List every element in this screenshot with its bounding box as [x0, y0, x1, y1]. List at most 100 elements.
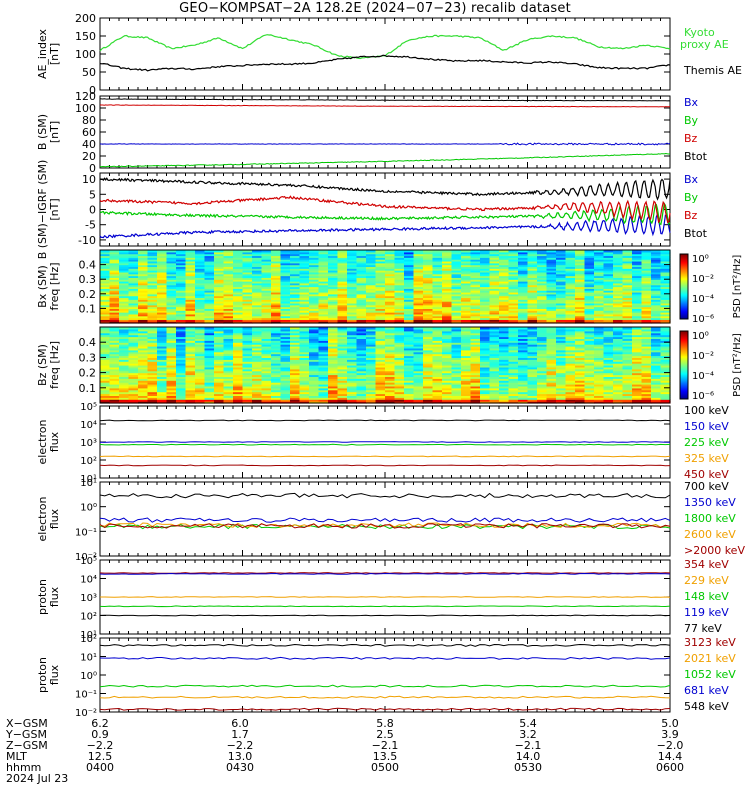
spectrogram-cell: [337, 349, 348, 353]
spectrogram-cell: [584, 277, 595, 280]
spectrogram-cell: [128, 313, 139, 317]
spectrogram-cell: [603, 284, 614, 288]
spectrogram-cell: [100, 273, 111, 277]
spectrogram-cell: [404, 297, 415, 300]
spectrogram-cell: [480, 277, 491, 280]
spectrogram-cell: [480, 353, 491, 357]
spectrogram-cell: [356, 385, 367, 389]
spectrogram-cell: [176, 262, 187, 266]
spectrogram-cell: [233, 340, 244, 343]
spectrogram-cell: [632, 310, 643, 313]
spectrogram-cell: [214, 297, 225, 300]
spectrogram-cell: [280, 310, 291, 313]
spectrogram-cell: [271, 395, 282, 398]
spectrogram-cell: [347, 342, 358, 345]
spectrogram-cell: [432, 304, 443, 308]
spectrogram-cell: [375, 259, 386, 262]
spectrogram-cell: [195, 378, 206, 381]
spectrogram-cell: [413, 338, 424, 341]
spectrogram-cell: [394, 297, 405, 300]
spectrogram-cell: [347, 363, 358, 366]
spectrogram-cell: [280, 382, 291, 385]
spectrogram-cell: [166, 260, 177, 264]
spectrogram-cell: [565, 275, 576, 278]
spectrogram-cell: [119, 393, 130, 396]
spectrogram-cell: [366, 273, 377, 277]
spectrogram-cell: [527, 282, 538, 286]
spectrogram-cell: [413, 382, 424, 385]
spectrogram-cell: [432, 376, 443, 379]
spectrogram-cell: [299, 288, 310, 291]
spectrogram-cell: [470, 304, 481, 308]
spectrogram-cell: [366, 257, 377, 260]
spectrogram-cell: [309, 291, 320, 295]
spectrogram-cell: [233, 349, 244, 353]
spectrogram-cell: [223, 378, 234, 381]
spectrogram-cell: [271, 365, 282, 368]
spectrogram-cell: [518, 327, 529, 330]
spectrogram-cell: [584, 308, 595, 311]
spectrogram-cell: [185, 393, 196, 396]
spectrogram-cell: [328, 273, 339, 277]
spectrogram-cell: [100, 344, 111, 347]
spectrogram-cell: [470, 297, 481, 300]
spectrogram-cell: [347, 284, 358, 288]
spectrogram-cell: [318, 365, 329, 368]
spectrogram-cell: [147, 346, 158, 349]
spectrogram-cell: [242, 270, 253, 273]
spectrogram-cell: [385, 273, 396, 277]
spectrogram-cell: [451, 279, 462, 282]
spectrogram-cell: [176, 328, 187, 332]
spectrogram-cell: [442, 264, 453, 268]
spectrogram-cell: [451, 384, 462, 387]
spectrogram-cell: [271, 277, 282, 280]
spectrogram-cell: [271, 387, 282, 391]
spectrogram-cell: [185, 293, 196, 297]
spectrogram-cell: [309, 330, 320, 334]
spectrogram-cell: [347, 257, 358, 260]
spectrogram-cell: [252, 389, 263, 393]
spectrogram-cell: [223, 295, 234, 299]
spectrogram-cell: [366, 391, 377, 395]
spectrogram-cell: [242, 304, 253, 308]
spectrogram-cell: [128, 393, 139, 396]
spectrogram-cell: [518, 391, 529, 395]
spectrogram-cell: [337, 250, 348, 253]
spectrogram-cell: [613, 304, 624, 308]
spectrogram-cell: [261, 284, 272, 288]
spectrogram-cell: [508, 304, 519, 308]
spectrogram-cell: [442, 266, 453, 269]
spectrogram-cell: [442, 353, 453, 357]
spectrogram-cell: [290, 275, 301, 278]
spectrogram-cell: [470, 399, 481, 402]
spectrogram-cell: [480, 255, 491, 258]
panel-frame: [99, 249, 671, 324]
spectrogram-cell: [442, 332, 453, 336]
spectrogram-cell: [366, 399, 377, 402]
spectrogram-cell: [119, 395, 130, 398]
spectrogram-cell: [290, 260, 301, 264]
spectrogram-cell: [128, 349, 139, 353]
spectrogram-cell: [423, 349, 434, 353]
spectrogram-cell: [100, 355, 111, 358]
spectrogram-cell: [309, 251, 320, 255]
spectrogram-cell: [499, 301, 510, 304]
spectrogram-cell: [280, 315, 291, 319]
spectrogram-cell: [309, 355, 320, 358]
spectrogram-cell: [641, 321, 652, 324]
spectrogram-cell: [499, 372, 510, 376]
spectrogram-cell: [565, 277, 576, 280]
spectrogram-cell: [356, 270, 367, 273]
spectrogram-cell: [461, 372, 472, 376]
spectrogram-cell: [461, 336, 472, 339]
spectrogram-cell: [328, 319, 339, 322]
spectrogram-cell: [375, 257, 386, 260]
spectrogram-cell: [109, 370, 120, 374]
spectrogram-cell: [318, 253, 329, 257]
spectrogram-cell: [518, 266, 529, 269]
spectrogram-cell: [233, 257, 244, 260]
spectrogram-cell: [261, 347, 272, 351]
spectrogram-cell: [290, 355, 301, 358]
spectrogram-cell: [280, 293, 291, 297]
spectrogram-cell: [233, 330, 244, 334]
